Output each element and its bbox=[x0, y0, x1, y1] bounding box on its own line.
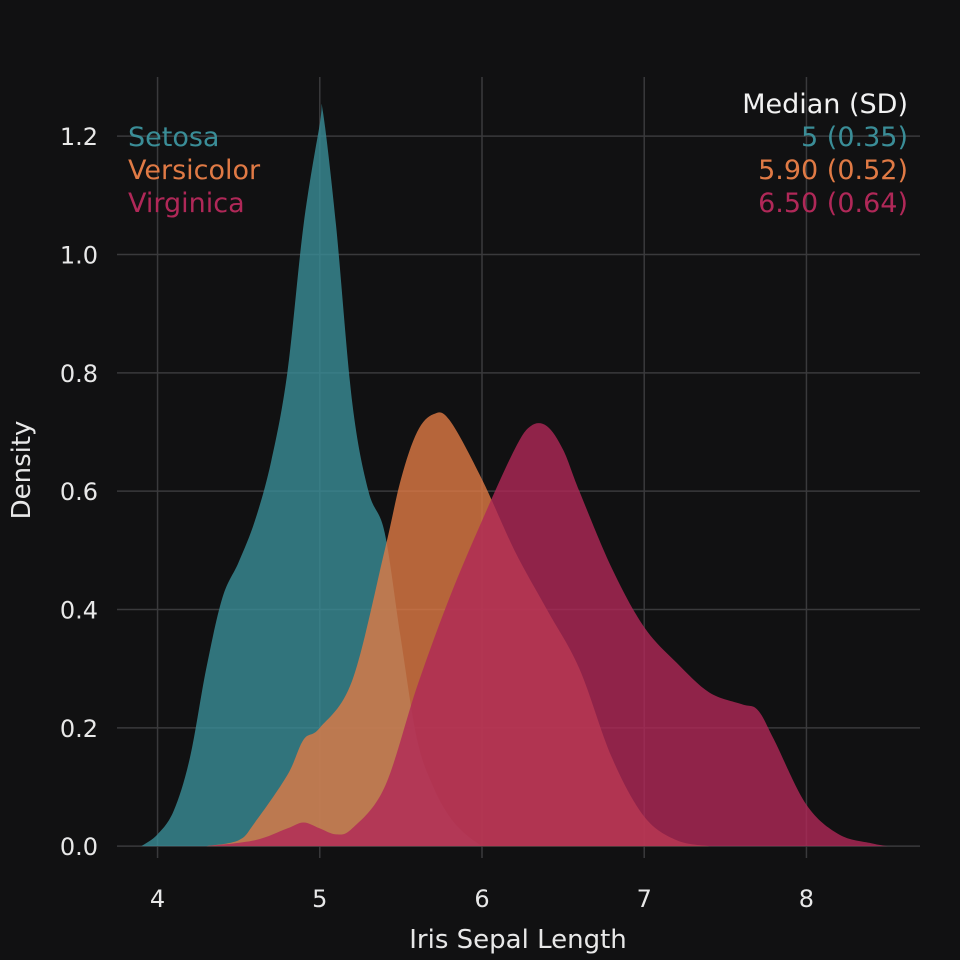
y-tick-label: 1.0 bbox=[60, 242, 98, 270]
y-axis-ticks: 0.0 0.2 0.4 0.6 0.8 1.0 1.2 bbox=[60, 123, 98, 861]
legend-stat-setosa: 5 (0.35) bbox=[801, 122, 908, 153]
legend: Setosa 5 (0.35) Versicolor 5.90 (0.52) Virgi… bbox=[128, 122, 908, 219]
density-area-virginica bbox=[206, 423, 888, 847]
x-axis-ticks: 4 5 6 7 8 bbox=[150, 885, 814, 913]
y-axis-title: Density bbox=[7, 421, 37, 520]
y-tick-label: 0.8 bbox=[60, 360, 98, 388]
x-tick-label: 5 bbox=[312, 885, 327, 913]
y-tick-label: 0.6 bbox=[60, 478, 98, 506]
x-axis-title: Iris Sepal Length bbox=[409, 925, 627, 955]
legend-name-virginica: Virginica bbox=[128, 188, 245, 219]
y-tick-label: 0.0 bbox=[60, 833, 98, 861]
x-tick-label: 7 bbox=[637, 885, 652, 913]
x-tick-label: 8 bbox=[799, 885, 814, 913]
legend-stat-virginica: 6.50 (0.64) bbox=[758, 188, 908, 219]
legend-name-setosa: Setosa bbox=[128, 122, 219, 153]
y-tick-label: 0.2 bbox=[60, 715, 98, 743]
x-tick-label: 4 bbox=[150, 885, 165, 913]
legend-stat-versicolor: 5.90 (0.52) bbox=[758, 155, 908, 186]
legend-name-versicolor: Versicolor bbox=[128, 155, 261, 186]
legend-stats-header: Median (SD) bbox=[742, 89, 908, 120]
y-tick-label: 0.4 bbox=[60, 597, 98, 625]
density-areas bbox=[141, 103, 888, 847]
y-tick-label: 1.2 bbox=[60, 123, 98, 151]
x-tick-label: 6 bbox=[474, 885, 489, 913]
